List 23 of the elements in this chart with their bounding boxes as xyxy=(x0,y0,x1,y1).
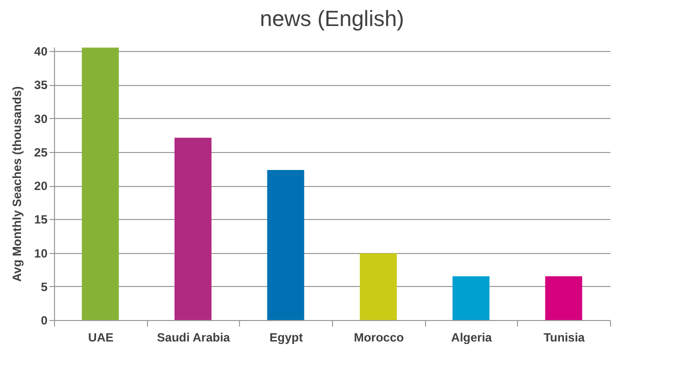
y-tick-label: 15 xyxy=(34,212,48,227)
x-tick-label: Saudi Arabia xyxy=(157,330,230,344)
y-tick-label: 20 xyxy=(34,179,48,194)
y-tick-label: 5 xyxy=(40,280,48,294)
y-tick-label: 40 xyxy=(34,44,48,59)
x-tick-label: Algeria xyxy=(451,330,492,344)
x-tick-label: UAE xyxy=(88,330,114,344)
bar xyxy=(545,276,582,320)
chart-title: news (English) xyxy=(260,6,404,32)
y-tick-label: 25 xyxy=(34,145,48,160)
bar xyxy=(174,138,212,320)
x-tick-label: Tunisia xyxy=(544,330,586,344)
bar xyxy=(82,48,119,320)
bar xyxy=(360,253,397,320)
x-tick-label: Egypt xyxy=(269,330,303,344)
bar xyxy=(267,170,304,320)
y-tick-label: 30 xyxy=(34,112,48,126)
y-tick-label: 10 xyxy=(34,246,48,260)
x-tick-label: Morocco xyxy=(354,330,404,344)
bar xyxy=(452,276,490,320)
y-tick-label: 0 xyxy=(40,314,48,328)
y-tick-label: 35 xyxy=(34,78,48,92)
y-axis-title: Avg Monthly Seaches (thousands) xyxy=(10,86,24,282)
